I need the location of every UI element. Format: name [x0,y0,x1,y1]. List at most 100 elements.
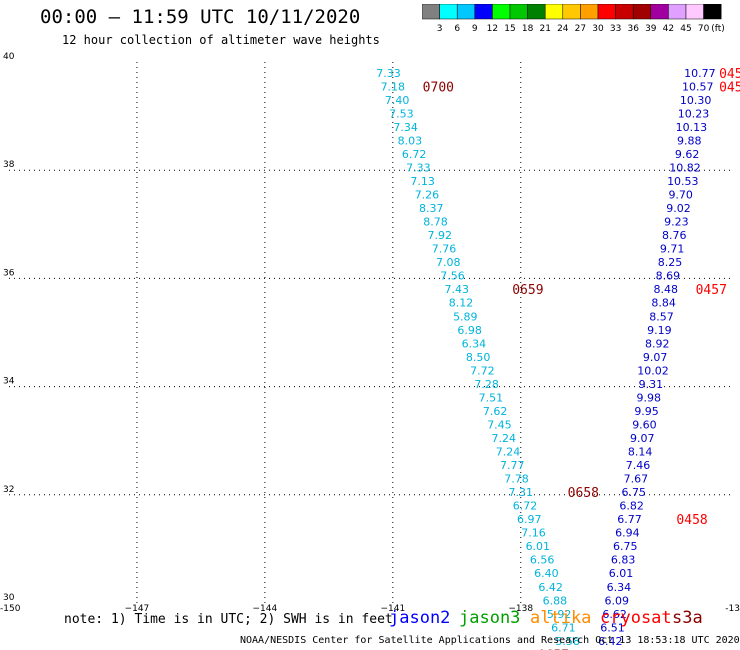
swh-value-altika: 6.71 [551,621,576,634]
swh-value-altika: 8.78 [423,216,448,229]
swh-value-cryosat: 9.02 [666,202,691,215]
legend-unit: (ft) [711,24,725,34]
time-label: 0455 [719,67,740,82]
swh-value-cryosat: 6.09 [604,594,629,607]
swh-value-cryosat: 10.53 [667,175,699,188]
legend-tick-label: 15 [504,24,515,34]
swh-value-cryosat: 9.88 [677,134,702,147]
swh-value-altika: 7.72 [470,364,495,377]
swh-value-cryosat: 6.77 [617,513,642,526]
legend-tick-label: 6 [454,24,460,34]
swh-value-altika: 6.72 [513,500,538,513]
y-tick-label: 32 [3,485,14,495]
swh-value-cryosat: 9.23 [664,216,689,229]
y-tick-label: 38 [3,160,15,170]
legend-jason2: jason2 [389,608,451,628]
swh-value-altika: 7.33 [376,67,401,80]
x-tick-label: −144 [253,604,278,614]
swh-value-cryosat: 9.07 [630,432,655,445]
legend-tick-label: 18 [522,24,534,34]
swh-value-cryosat: 6.51 [600,621,625,634]
chart-title: 00:00 – 11:59 UTC 10/11/2020 [40,6,361,28]
swh-value-altika: 7.78 [504,473,529,486]
swh-value-cryosat: 9.98 [636,391,661,404]
swh-value-cryosat: 6.94 [615,527,640,540]
time-label: 0458 [676,513,707,528]
legend-altika: altika [530,608,592,628]
swh-value-altika: 7.31 [509,486,534,499]
swh-value-cryosat: 8.25 [658,256,683,269]
swh-value-cryosat: 9.31 [639,378,664,391]
swh-value-altika: 7.62 [483,405,508,418]
swh-value-cryosat: 8.92 [645,337,670,350]
swh-value-altika: 5.89 [453,310,478,323]
footer-note: note: 1) Time is in UTC; 2) SWH is in fe… [64,612,393,627]
legend-tick-label: 45 [680,24,691,34]
swh-value-cryosat: 9.70 [668,189,693,202]
swh-value-cryosat: 10.13 [676,121,708,134]
swh-value-altika: 7.26 [415,189,440,202]
swh-value-cryosat: 9.62 [675,148,700,161]
swh-value-cryosat: 6.83 [611,554,636,567]
y-tick-label: 30 [3,593,15,603]
swh-value-altika: 7.34 [393,121,418,134]
y-tick-label: 40 [3,52,15,62]
time-label: 0700 [423,80,454,95]
footer-credit: NOAA/NESDIS Center for Satellite Applica… [240,635,740,646]
swh-value-cryosat: 10.02 [637,364,669,377]
x-tick-label: −138 [508,604,533,614]
swh-value-cryosat: 9.07 [643,351,668,364]
legend-tick-label: 27 [575,24,586,34]
swh-value-altika: 8.03 [398,134,423,147]
legend-tick-label: 39 [645,24,657,34]
legend-s3a: s3a [672,608,703,628]
swh-value-altika: 8.12 [449,297,474,310]
swh-value-cryosat: 10.57 [682,80,714,93]
swh-value-cryosat: 6.75 [613,540,638,553]
swh-value-cryosat: 10.23 [678,107,710,120]
swh-value-altika: 6.97 [517,513,542,526]
legend-tick-label: 12 [487,24,498,34]
swh-value-cryosat: 6.82 [619,500,644,513]
chart-subtitle: 12 hour collection of altimeter wave hei… [62,33,380,47]
swh-value-altika: 6.40 [534,567,559,580]
swh-value-altika: 7.43 [445,283,470,296]
time-label: 0456 [719,80,740,95]
swh-value-cryosat: 7.46 [626,459,651,472]
swh-value-altika: 6.01 [526,540,551,553]
swh-value-altika: 7.16 [521,527,546,540]
swh-value-altika: 8.37 [419,202,444,215]
swh-value-altika: 7.18 [381,80,406,93]
swh-value-cryosat: 7.67 [624,473,649,486]
legend-tick-label: 3 [437,24,443,34]
swh-value-altika: 7.33 [406,161,431,174]
time-label: 0659 [512,283,543,298]
legend-swatch [703,4,722,20]
swh-value-cryosat: 8.84 [651,297,676,310]
swh-value-altika: 6.72 [402,148,427,161]
x-tick-label: -150 [0,604,21,614]
swh-value-cryosat: 8.14 [628,446,653,459]
swh-value-cryosat: 10.82 [669,161,701,174]
swh-value-altika: 5.92 [547,608,572,621]
swh-value-altika: 7.13 [410,175,435,188]
swh-value-cryosat: 9.95 [634,405,659,418]
swh-value-altika: 6.34 [462,337,487,350]
legend-cryosat: cryosat [600,608,672,628]
swh-value-altika: 7.40 [385,94,410,107]
legend-tick-label: 36 [627,24,639,34]
y-tick-label: 34 [3,377,15,387]
swh-value-cryosat: 10.77 [684,67,716,80]
swh-value-cryosat: 6.34 [607,581,632,594]
legend-tick-label: 24 [557,24,569,34]
swh-value-cryosat: 6.01 [609,567,634,580]
swh-value-cryosat: 10.30 [680,94,712,107]
swh-value-cryosat: 8.48 [654,283,679,296]
swh-value-cryosat: 9.19 [647,324,672,337]
legend-tick-label: 33 [610,24,621,34]
swh-value-altika: 7.08 [436,256,461,269]
x-tick-label: −147 [125,604,150,614]
time-label: 0657 [538,648,569,650]
x-tick-label: −141 [380,604,405,614]
